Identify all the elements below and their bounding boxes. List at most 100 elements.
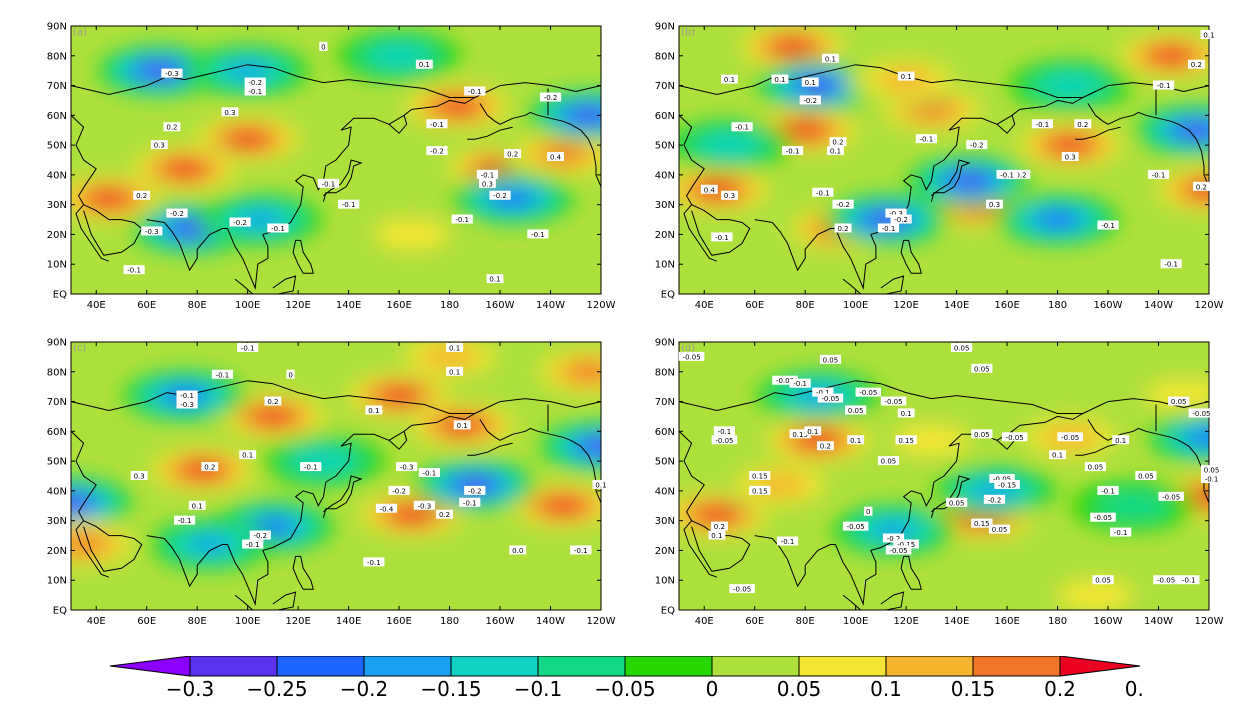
svg-text:-0.1: -0.1 <box>1101 222 1115 230</box>
contour-label: -0.1 <box>464 86 486 96</box>
svg-text:-0.1: -0.1 <box>1205 475 1219 483</box>
lon-tick-label: 160E <box>386 616 411 627</box>
contour-label: 0.2 <box>834 223 852 233</box>
contour-label: -0.1 <box>237 342 259 352</box>
panel-label: (d) <box>681 343 695 354</box>
svg-text:0.05: 0.05 <box>992 526 1008 534</box>
svg-text:0.1: 0.1 <box>368 407 379 415</box>
contour-label: -0.05 <box>880 396 907 406</box>
map-frame <box>678 25 1210 295</box>
contour-label: 0.05 <box>1092 575 1114 585</box>
coastline <box>679 114 718 262</box>
colorbar-swatch <box>537 655 626 677</box>
svg-text:-0.1: -0.1 <box>882 225 896 233</box>
anomaly-cell <box>71 496 86 509</box>
contour-label: -0.1 <box>317 178 340 188</box>
coastline <box>322 159 363 202</box>
contour-label: -0.2 <box>983 494 1006 504</box>
contour-label: 0.0 <box>509 545 527 555</box>
lat-tick-label: 10N <box>47 576 67 587</box>
contour-label: -0.1 <box>267 223 289 233</box>
svg-text:-0.1: -0.1 <box>1157 82 1171 90</box>
colorbar-tick-label: 0.2 <box>1044 677 1076 701</box>
svg-text:0.3: 0.3 <box>154 142 165 150</box>
anomaly-cell <box>167 161 202 177</box>
svg-text:0.15: 0.15 <box>752 487 768 495</box>
contour-label: 0.2 <box>1074 119 1092 129</box>
svg-text:0.05: 0.05 <box>974 365 990 373</box>
contour-label: -0.1 <box>1178 575 1200 585</box>
colorbar-tick-label: −0.1 <box>514 677 563 701</box>
svg-text:-0.1: -0.1 <box>430 121 444 129</box>
contour-label: 0 <box>319 41 328 51</box>
svg-text:-0.1: -0.1 <box>463 499 477 507</box>
lat-tick-label: 50N <box>47 141 67 152</box>
contour-label: 0.1 <box>771 74 789 84</box>
svg-text:-0.1: -0.1 <box>816 189 830 197</box>
contour-label: -0.05 <box>885 545 912 555</box>
map-frame <box>70 25 602 295</box>
svg-text:0.2: 0.2 <box>1191 61 1202 69</box>
contour-label: -0.1 <box>877 223 900 233</box>
lon-tick-label: 180 <box>1048 616 1067 627</box>
svg-text:0.1: 0.1 <box>595 481 606 489</box>
coastline <box>880 275 905 294</box>
contour-label: -0.1 <box>776 536 799 546</box>
lon-tick-label: 140W <box>1144 300 1173 311</box>
contour-label: -0.1 <box>713 426 736 436</box>
svg-text:0.05: 0.05 <box>881 458 897 466</box>
contour-label: 0.05 <box>1084 462 1107 472</box>
lat-tick-label: 60N <box>47 111 67 122</box>
anomaly-cell <box>71 535 105 554</box>
anomaly-cell <box>546 498 581 513</box>
panel-label: (a) <box>73 27 87 38</box>
colorbar-tick-label: 0.25 <box>1125 677 1145 701</box>
anomaly-cell <box>382 388 417 403</box>
coastline <box>322 475 363 518</box>
contour-label: -0.15 <box>994 479 1020 489</box>
svg-text:0.2: 0.2 <box>204 464 215 472</box>
panel-label: (b) <box>681 27 695 38</box>
svg-text:0.1: 0.1 <box>242 452 253 460</box>
contour-label: -0.3 <box>396 462 418 472</box>
coastline <box>474 82 601 98</box>
anomaly-cell <box>1043 74 1097 97</box>
coastline <box>900 555 922 590</box>
svg-text:-0.2: -0.2 <box>803 97 817 105</box>
contour-label: 0.2 <box>1192 181 1210 191</box>
svg-text:-0.05: -0.05 <box>1162 493 1180 501</box>
contour-label: 0.1 <box>847 435 865 445</box>
lat-tick-label: 20N <box>47 546 67 557</box>
anomaly-cell <box>394 507 429 522</box>
svg-text:-0.2: -0.2 <box>248 79 262 87</box>
contour-label: 0.05 <box>988 524 1011 534</box>
colorbar-tick-label: 0.15 <box>951 677 996 701</box>
contour-label: 0.1 <box>188 500 206 510</box>
svg-text:-0.15: -0.15 <box>998 481 1016 489</box>
coastline <box>272 591 297 610</box>
coastline <box>227 97 476 290</box>
contour-label: -0.1 <box>781 146 804 156</box>
contour-label: -0.3 <box>413 500 435 510</box>
lon-tick-label: 60E <box>745 616 764 627</box>
svg-text:-0.2: -0.2 <box>170 210 184 218</box>
svg-text:0.3: 0.3 <box>989 201 1000 209</box>
lat-tick-label: 60N <box>655 427 675 438</box>
colorbar-tick-label: 0 <box>706 677 719 701</box>
svg-text:0.1: 0.1 <box>489 276 500 284</box>
svg-text:-0.1: -0.1 <box>718 428 732 436</box>
contour-label: -0.2 <box>388 485 410 495</box>
coastline <box>227 413 476 606</box>
anomaly-cell <box>1058 579 1133 610</box>
svg-text:0.2: 0.2 <box>820 443 831 451</box>
contour-label: -0.05 <box>1153 575 1179 585</box>
contour-label: -0.2 <box>244 77 266 87</box>
lon-tick-label: 40E <box>695 300 714 311</box>
svg-text:-0.2: -0.2 <box>392 487 406 495</box>
svg-text:0.15: 0.15 <box>898 437 914 445</box>
coastline <box>880 591 905 610</box>
contour-label: -0.1 <box>1097 220 1119 230</box>
anomaly-cell <box>230 132 265 147</box>
anomaly-cell <box>1192 430 1209 445</box>
lat-tick-label: 10N <box>655 260 675 271</box>
